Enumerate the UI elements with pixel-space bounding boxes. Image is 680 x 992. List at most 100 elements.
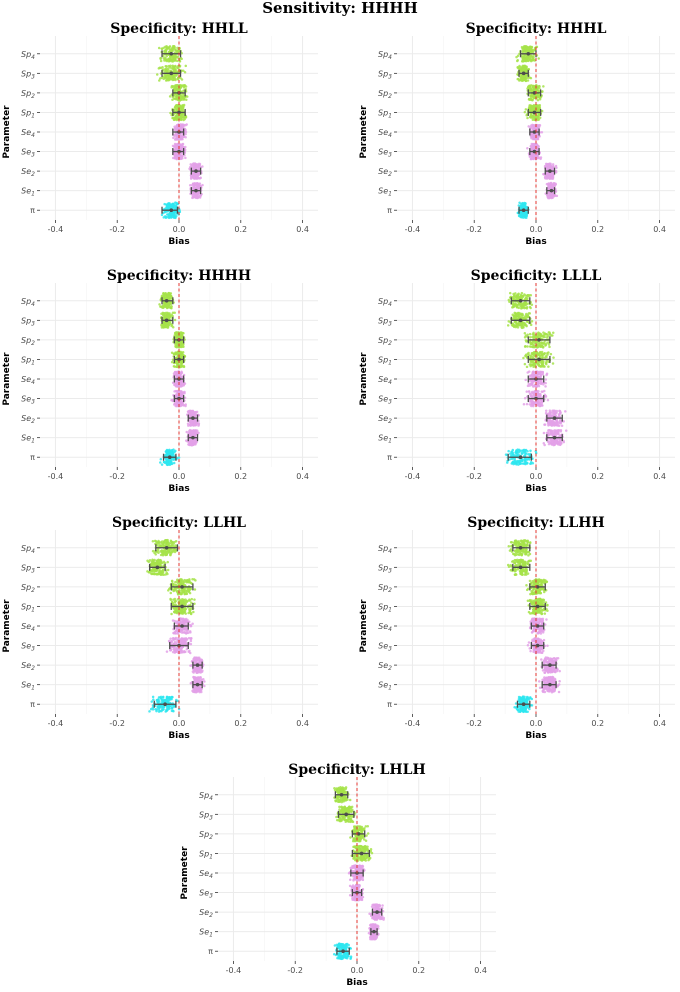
jitter-point [516,54,520,57]
jitter-point [182,94,185,97]
jitter-point [526,345,529,348]
jitter-point [528,384,531,387]
jitter-point [546,335,550,338]
x-tick-label: 0.0 [173,225,186,234]
jitter-point [168,45,172,48]
jitter-point [179,365,182,369]
jitter-point [523,303,527,306]
y-tick-label: Sp3 [378,316,392,327]
jitter-point [162,216,166,219]
jitter-point [158,79,161,82]
y-tick-label: Sp1 [378,108,392,119]
jitter-point [179,94,183,98]
jitter-point [530,382,534,386]
jitter-point [541,346,545,349]
x-tick-label: 0.2 [234,225,247,234]
jitter-point [524,79,528,83]
jitter-point [183,117,186,121]
jitter-point [522,356,525,360]
jitter-point [174,402,177,406]
x-axis-label: Bias [168,484,189,494]
x-tick-label: 0.4 [653,225,666,234]
jitter-point [526,294,530,297]
jitter-point [542,85,545,88]
x-tick-label: -0.4 [48,225,64,234]
estimate-point [167,455,172,460]
jitter-point [172,70,175,74]
jitter-point [538,116,542,119]
jitter-point [192,166,195,170]
jitter-point [173,216,176,219]
jitter-point [175,147,179,150]
jitter-point [170,449,173,452]
jitter-point [182,69,185,72]
jitter-point [513,295,517,299]
jitter-point [538,404,541,407]
jitter-point [537,57,540,60]
jitter-point [536,93,539,97]
jitter-point [192,186,196,190]
jitter-point [182,97,186,100]
jitter-point [188,411,191,414]
jitter-point [167,47,170,50]
jitter-point [180,356,184,359]
jitter-point [516,293,520,296]
jitter-point [529,400,533,403]
jitter-point [516,322,519,326]
jitter-point [180,78,184,81]
jitter-point [520,78,524,81]
jitter-point [526,315,529,319]
jitter-point [547,365,550,368]
jitter-point [173,46,176,49]
jitter-point [546,175,549,178]
jitter-point [528,332,532,336]
jitter-point [167,67,170,70]
estimate-point [169,51,174,56]
jitter-point [192,175,195,179]
jitter-point [168,65,172,69]
jitter-point [532,126,536,129]
jitter-point [166,202,170,206]
jitter-point [538,123,542,127]
jitter-point [528,345,532,348]
jitter-point [524,65,528,68]
jitter-point [529,59,533,63]
estimate-point [548,169,552,173]
jitter-point [508,300,511,303]
jitter-point [560,424,564,427]
jitter-point [171,398,174,402]
jitter-point [538,332,542,335]
jitter-point [181,144,184,148]
jitter-point [199,176,202,180]
jitter-point [171,55,175,59]
jitter-point [174,370,177,374]
jitter-point [171,144,175,148]
jitter-point [524,378,527,382]
jitter-point [516,58,519,62]
x-tick-label: 0.2 [591,225,604,234]
jitter-point [517,311,521,315]
jitter-point [169,294,173,298]
jitter-point [523,396,527,400]
jitter-point [173,89,177,93]
jitter-point [166,70,169,74]
jitter-point [160,213,164,217]
jitter-point [159,66,163,70]
jitter-point [169,111,172,115]
jitter-point [551,362,555,365]
jitter-point [157,46,161,50]
panel-title: Specificity: LLLL [471,268,602,284]
jitter-point [548,331,551,334]
x-tick-label: -0.2 [466,225,482,234]
x-tick-label: 0.0 [530,225,543,234]
y-tick-label: Se2 [21,414,35,425]
jitter-point [543,356,547,359]
jitter-point [532,124,535,127]
jitter-point [179,118,183,121]
jitter-point [193,192,196,196]
estimate-point [518,298,523,303]
estimate-point [164,318,169,323]
jitter-point [537,384,541,388]
jitter-point [197,162,201,166]
jitter-point [541,356,544,359]
